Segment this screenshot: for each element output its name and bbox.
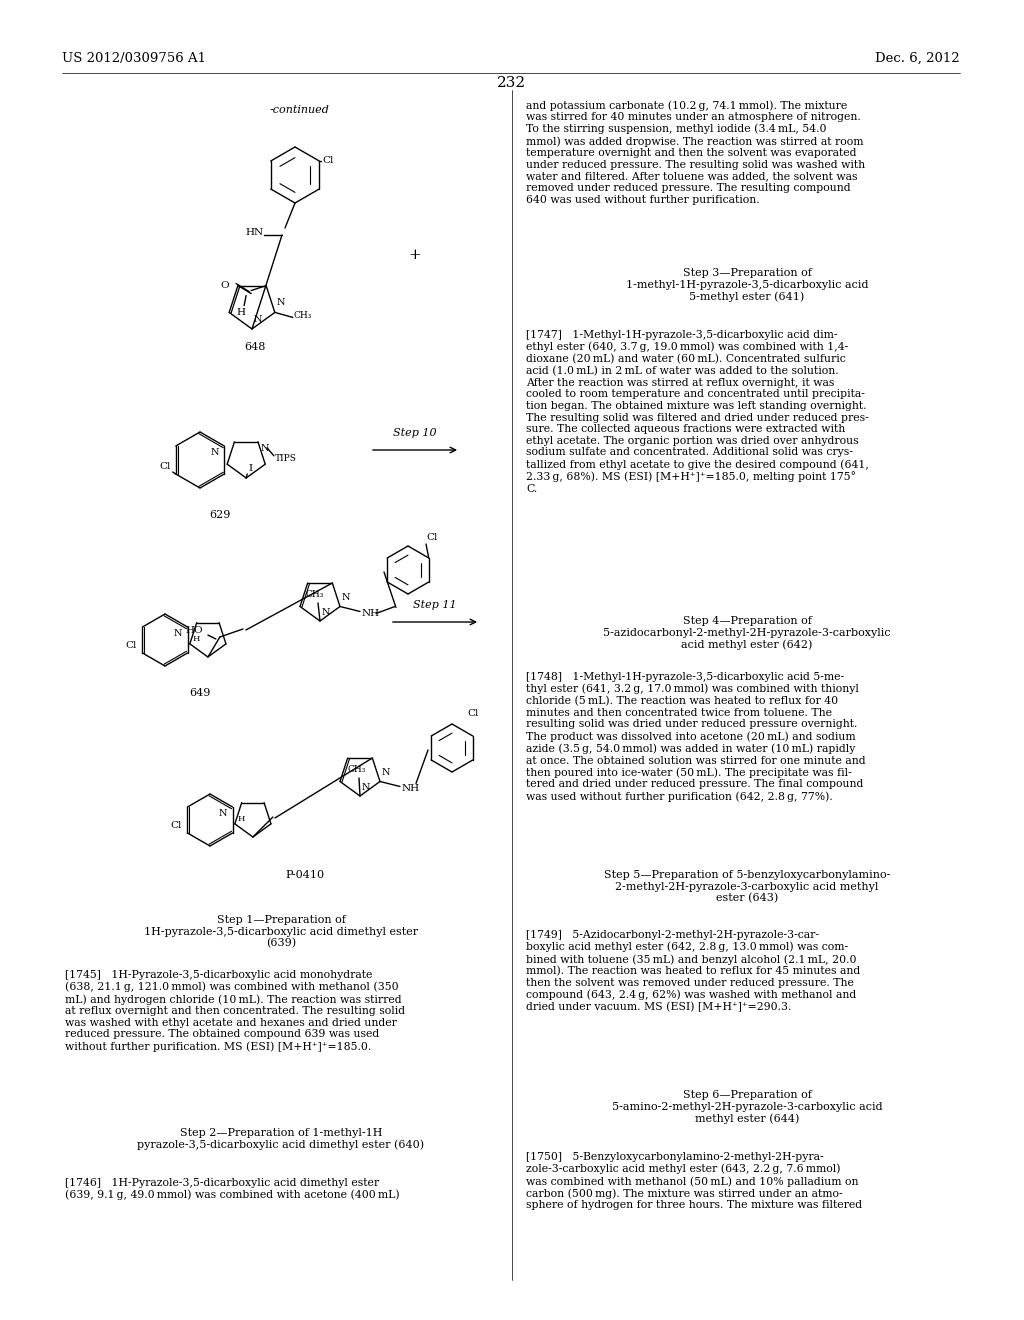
Text: H: H (237, 308, 246, 317)
Text: Cl: Cl (426, 533, 437, 543)
Text: N: N (362, 783, 371, 792)
Text: N: N (342, 594, 350, 602)
Text: N: N (382, 768, 390, 777)
Text: N: N (261, 444, 269, 453)
Text: Step 4—Preparation of
5-azidocarbonyl-2-methyl-2H-pyrazole-3-carboxylic
acid met: Step 4—Preparation of 5-azidocarbonyl-2-… (603, 616, 891, 649)
Text: I: I (248, 465, 252, 473)
Text: Step 3—Preparation of
1-methyl-1H-pyrazole-3,5-dicarboxylic acid
5-methyl ester : Step 3—Preparation of 1-methyl-1H-pyrazo… (626, 268, 868, 302)
Text: P-0410: P-0410 (286, 870, 325, 880)
Text: Cl: Cl (160, 462, 171, 471)
Text: N: N (276, 298, 286, 308)
Text: [1745]   1H-Pyrazole-3,5-dicarboxylic acid monohydrate
(638, 21.1 g, 121.0 mmol): [1745] 1H-Pyrazole-3,5-dicarboxylic acid… (65, 970, 406, 1052)
Text: +: + (409, 248, 421, 261)
Text: HN: HN (246, 228, 264, 238)
Text: TIPS: TIPS (275, 454, 297, 463)
Text: N: N (254, 315, 262, 323)
Text: Step 1—Preparation of
1H-pyrazole-3,5-dicarboxylic acid dimethyl ester
(639): Step 1—Preparation of 1H-pyrazole-3,5-di… (144, 915, 418, 949)
Text: Cl: Cl (467, 709, 478, 718)
Text: Cl: Cl (125, 642, 136, 649)
Text: Step 5—Preparation of 5-benzyloxycarbonylamino-
2-methyl-2H-pyrazole-3-carboxyli: Step 5—Preparation of 5-benzyloxycarbony… (604, 870, 890, 904)
Text: 629: 629 (209, 510, 230, 520)
Text: H: H (193, 635, 200, 643)
Text: Step 11: Step 11 (414, 601, 457, 610)
Text: [1746]   1H-Pyrazole-3,5-dicarboxylic acid dimethyl ester
(639, 9.1 g, 49.0 mmol: [1746] 1H-Pyrazole-3,5-dicarboxylic acid… (65, 1177, 399, 1200)
Text: CH₃: CH₃ (348, 766, 367, 774)
Text: N: N (211, 447, 219, 457)
Text: [1749]   5-Azidocarbonyl-2-methyl-2H-pyrazole-3-car-
boxylic acid methyl ester (: [1749] 5-Azidocarbonyl-2-methyl-2H-pyraz… (526, 931, 860, 1012)
Text: 232: 232 (498, 77, 526, 90)
Text: Step 6—Preparation of
5-amino-2-methyl-2H-pyrazole-3-carboxylic acid
methyl este: Step 6—Preparation of 5-amino-2-methyl-2… (611, 1090, 883, 1123)
Text: Step 10: Step 10 (393, 428, 437, 438)
Text: Dec. 6, 2012: Dec. 6, 2012 (876, 51, 961, 65)
Text: NH: NH (402, 784, 420, 793)
Text: Step 2—Preparation of 1-methyl-1H
pyrazole-3,5-dicarboxylic acid dimethyl ester : Step 2—Preparation of 1-methyl-1H pyrazo… (137, 1129, 425, 1150)
Text: HO: HO (185, 626, 203, 635)
Text: [1750]   5-Benzyloxycarbonylamino-2-methyl-2H-pyra-
zole-3-carboxylic acid methy: [1750] 5-Benzyloxycarbonylamino-2-methyl… (526, 1152, 862, 1210)
Text: N: N (174, 630, 182, 638)
Text: N: N (219, 809, 227, 818)
Text: H: H (238, 814, 245, 822)
Text: CH₃: CH₃ (294, 312, 312, 319)
Text: Cl: Cl (170, 821, 181, 830)
Text: US 2012/0309756 A1: US 2012/0309756 A1 (62, 51, 206, 65)
Text: CH₃: CH₃ (306, 590, 325, 599)
Text: O: O (220, 281, 229, 289)
Text: N: N (322, 609, 331, 616)
Text: 649: 649 (189, 688, 211, 698)
Text: and potassium carbonate (10.2 g, 74.1 mmol). The mixture
was stirred for 40 minu: and potassium carbonate (10.2 g, 74.1 mm… (526, 100, 865, 205)
Text: -continued: -continued (270, 106, 330, 115)
Text: [1748]   1-Methyl-1H-pyrazole-3,5-dicarboxylic acid 5-me-
thyl ester (641, 3.2 g: [1748] 1-Methyl-1H-pyrazole-3,5-dicarbox… (526, 672, 865, 801)
Text: 648: 648 (245, 342, 265, 352)
Text: [1747]   1-Methyl-1H-pyrazole-3,5-dicarboxylic acid dim-
ethyl ester (640, 3.7 g: [1747] 1-Methyl-1H-pyrazole-3,5-dicarbox… (526, 330, 869, 494)
Text: NH: NH (361, 610, 380, 619)
Text: Cl: Cl (323, 156, 334, 165)
